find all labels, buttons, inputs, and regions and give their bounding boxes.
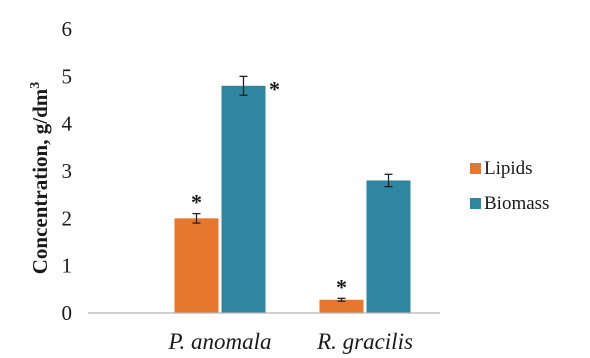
bar-biomass-2: [366, 180, 411, 313]
y-tick-label: 5: [62, 64, 73, 88]
error-bar-biomass-1: [239, 75, 248, 96]
bar-biomass-1: [221, 85, 266, 313]
legend: Lipids Biomass: [470, 158, 549, 214]
y-tick-label: 3: [62, 159, 73, 183]
y-axis-label: Concentration, g/dm3: [28, 82, 52, 275]
legend-label-biomass: Biomass: [484, 193, 549, 214]
error-bar-lipids-2: [337, 297, 346, 302]
bar-lipids-1: [174, 218, 219, 313]
y-axis-label-text: Concentration, g/dm: [28, 88, 52, 274]
y-axis-label-superscript: 3: [28, 82, 43, 89]
legend-label-lipids: Lipids: [484, 158, 533, 179]
legend-swatch-lipids: [470, 163, 481, 174]
x-category-label: P. anomala: [167, 329, 271, 354]
y-tick-label: 2: [62, 206, 73, 230]
significance-star: *: [269, 76, 280, 101]
error-bar-biomass-2: [384, 173, 393, 188]
y-tick-label: 6: [62, 17, 73, 41]
significance-star: *: [336, 274, 347, 299]
y-tick-label: 1: [62, 254, 73, 278]
y-tick-label: 0: [62, 301, 73, 325]
error-bar-lipids-1: [192, 212, 201, 224]
x-category-label: R. gracilis: [316, 329, 413, 354]
svg-text:Concentration, g/dm3: Concentration, g/dm3: [28, 82, 52, 275]
y-tick-label: 4: [62, 112, 73, 136]
significance-star: *: [191, 190, 202, 215]
legend-swatch-biomass: [470, 198, 481, 209]
bar-lipids-2: [319, 299, 364, 313]
